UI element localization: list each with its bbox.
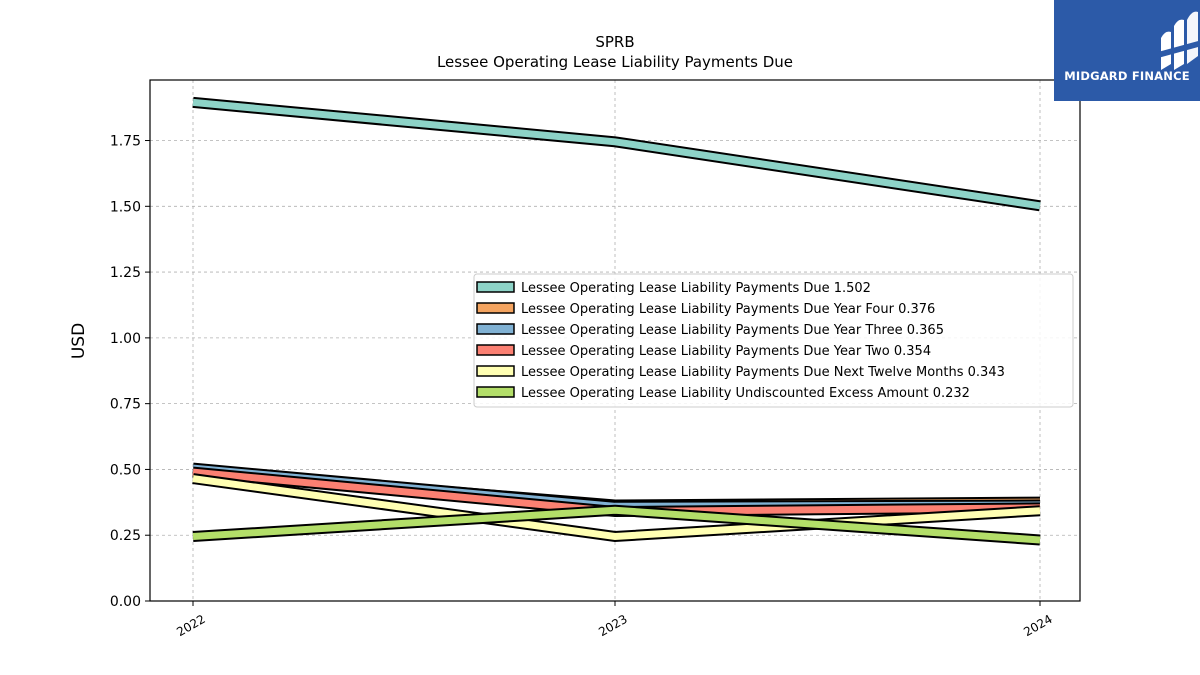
x-tick-label: 2022: [174, 612, 207, 639]
series-line-group: [192, 473, 1041, 543]
x-tick-label: 2023: [596, 612, 629, 639]
legend-label: Lessee Operating Lease Liability Undisco…: [521, 386, 970, 401]
logo-mark-icon: [1158, 11, 1200, 71]
brand-logo: MIDGARD FINANCE: [1054, 0, 1200, 101]
legend-swatch: [476, 344, 515, 356]
legend-box: [473, 273, 1074, 408]
y-tick-label: 1.50: [110, 199, 141, 215]
chart-title: SPRB: [595, 33, 634, 51]
legend-label: Lessee Operating Lease Liability Payment…: [521, 302, 935, 317]
y-tick-label: 0.00: [110, 594, 141, 610]
x-tick-label: 2024: [1021, 612, 1054, 639]
series-line: [192, 506, 1041, 544]
legend-label: Lessee Operating Lease Liability Payment…: [521, 344, 931, 359]
legend-swatch: [476, 365, 515, 377]
chart-subtitle: Lessee Operating Lease Liability Payment…: [437, 53, 793, 71]
legend-label: Lessee Operating Lease Liability Payment…: [521, 323, 944, 338]
series-line: [192, 98, 1041, 210]
y-tick-label: 1.75: [110, 134, 141, 150]
y-tick-label: 0.75: [110, 397, 141, 413]
y-tick-label: 1.25: [110, 265, 141, 281]
legend-label: Lessee Operating Lease Liability Payment…: [521, 365, 1005, 380]
series-line-group: [192, 504, 1041, 546]
logo-text: MIDGARD FINANCE: [1064, 69, 1190, 83]
y-tick-label: 0.50: [110, 462, 141, 478]
series-line-group: [192, 96, 1041, 212]
axis-layer: 0.00 0.25 0.50 0.75 1.00 1.25 1.50 1.75 2022 2023…: [110, 134, 1055, 640]
legend-swatch: [476, 302, 515, 314]
legend-label: Lessee Operating Lease Liability Payment…: [521, 281, 871, 296]
series-line-outline: [192, 96, 1041, 212]
legend-swatch: [476, 386, 515, 398]
legend-swatch: [476, 323, 515, 335]
series-layer: [192, 96, 1041, 546]
y-tick-label: 1.00: [110, 331, 141, 347]
y-axis-label: USD: [69, 323, 89, 359]
y-tick-label: 0.25: [110, 528, 141, 544]
legend: Lessee Operating Lease Liability Payment…: [473, 273, 1074, 408]
series-line: [192, 475, 1041, 541]
legend-swatch: [476, 281, 515, 293]
